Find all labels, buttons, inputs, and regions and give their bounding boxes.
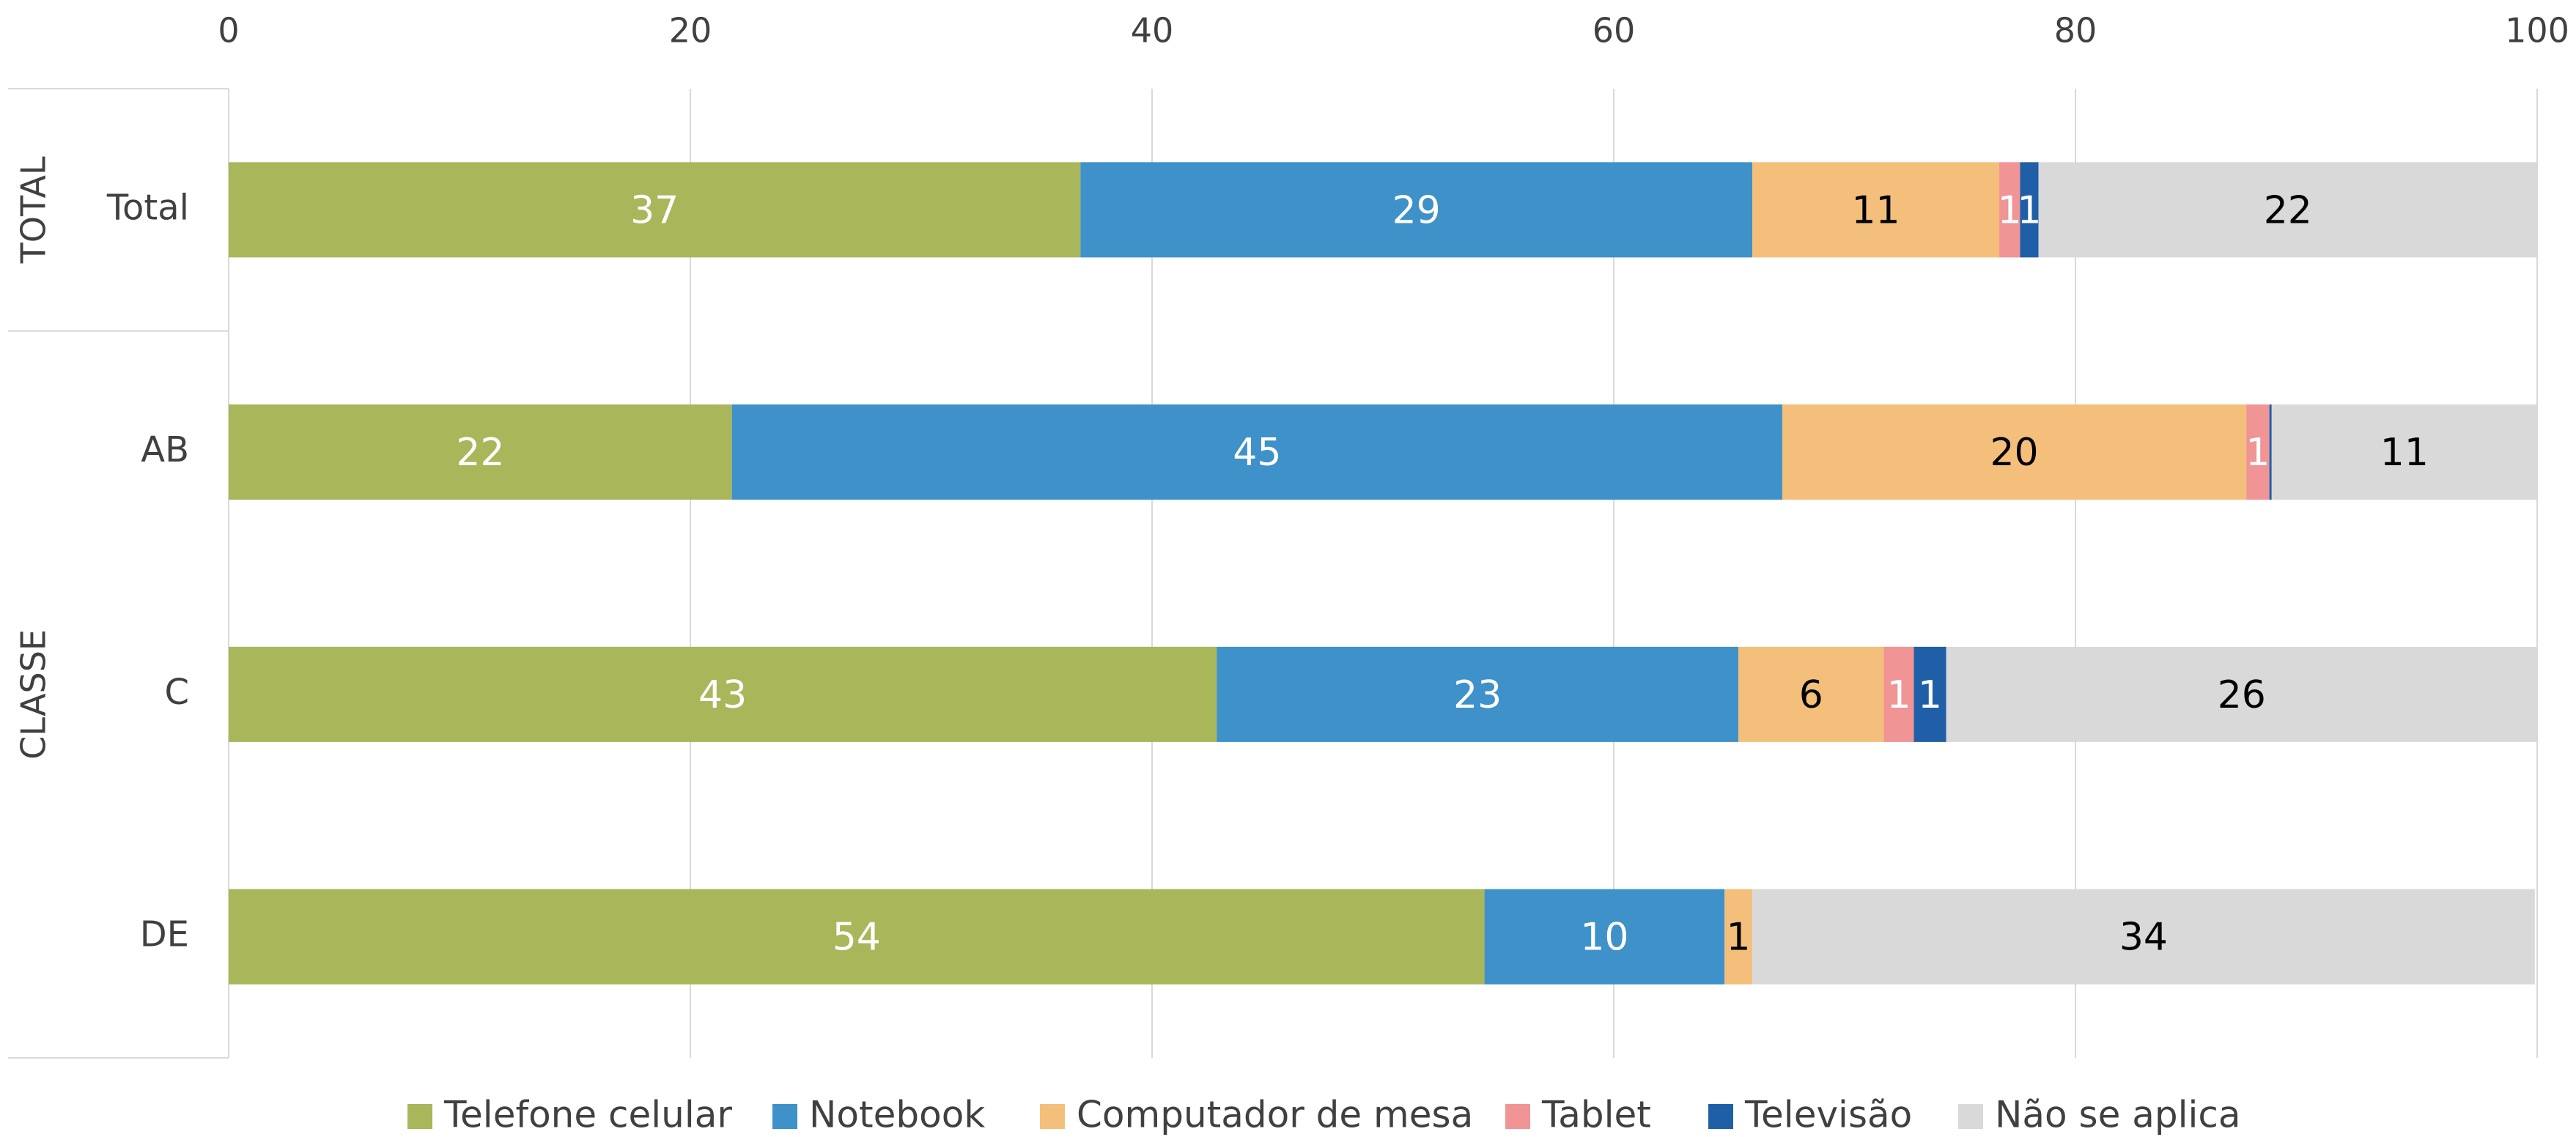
bar-segment [731,404,1782,500]
data-label: 1 [1886,673,1911,717]
bar-segment [2271,404,2537,500]
bar-segment [2020,162,2039,258]
bar-segment [2038,162,2537,258]
x-tick-label: 40 [1131,11,1174,51]
data-label: 6 [1799,673,1823,717]
y-tick-label: AB [141,429,189,470]
y-tick-label: DE [140,914,189,955]
bar-segment [1782,404,2247,500]
bar-segment [1883,646,1914,742]
bar-segment [229,646,1217,742]
legend-label: Telefone celular [443,1094,732,1136]
data-label: 11 [2380,431,2429,475]
data-label: 1 [2245,431,2270,475]
bar-segment [2269,404,2272,500]
group-label: CLASSE [14,629,53,760]
data-label: 26 [2218,673,2266,717]
x-tick-label: 100 [2505,11,2569,51]
bar-segment [229,404,732,500]
data-label: 11 [1851,188,1900,232]
legend-label: Computador de mesa [1077,1094,1473,1136]
bar-segment [1946,646,2537,742]
bar-segment [2246,404,2270,500]
bar-segment [1752,889,2535,985]
data-label: 1 [1727,916,1751,960]
data-label: 1 [2017,188,2041,232]
legend-label: Notebook [809,1094,985,1136]
bar-segment [1752,162,2000,258]
bar-segment [1738,646,1884,742]
legend-swatch [772,1104,797,1129]
bar-segment [1484,889,1725,985]
data-label: 29 [1392,188,1441,232]
bar-segment [1999,162,2020,258]
legend-swatch [1040,1104,1065,1129]
data-label: 45 [1233,431,1281,475]
bar-segment [229,889,1485,985]
x-tick-label: 80 [2054,11,2097,51]
legend-swatch [1958,1104,1983,1129]
x-tick-label: 60 [1593,11,1636,51]
data-label: 34 [2119,916,2168,960]
legend-label: Tablet [1541,1094,1651,1136]
data-label: 23 [1453,673,1502,717]
x-tick-label: 20 [669,11,712,51]
bar-segment [229,162,1081,258]
bar-segment [1080,162,1752,258]
bar-segment [1913,646,1946,742]
legend-swatch [1505,1104,1530,1129]
data-label: 20 [1990,431,2038,475]
x-tick-label: 0 [218,11,239,51]
data-label: 37 [630,188,679,232]
data-label: 22 [456,431,504,475]
data-label: 43 [698,673,747,717]
y-tick-label: Total [106,187,189,228]
legend-label: Televisão [1744,1094,1912,1136]
bar-segment [1724,889,1752,985]
data-label: 22 [2264,188,2312,232]
group-label: TOTAL [14,156,53,264]
legend-label: Não se aplica [1995,1094,2241,1136]
y-tick-label: C [164,672,189,713]
data-label: 1 [1918,673,1942,717]
data-label: 1 [1998,188,2022,232]
bar-segment [1217,646,1739,742]
legend-swatch [407,1104,432,1129]
data-label: 10 [1580,916,1628,960]
data-label: 54 [833,916,881,960]
legend-swatch [1708,1104,1733,1129]
